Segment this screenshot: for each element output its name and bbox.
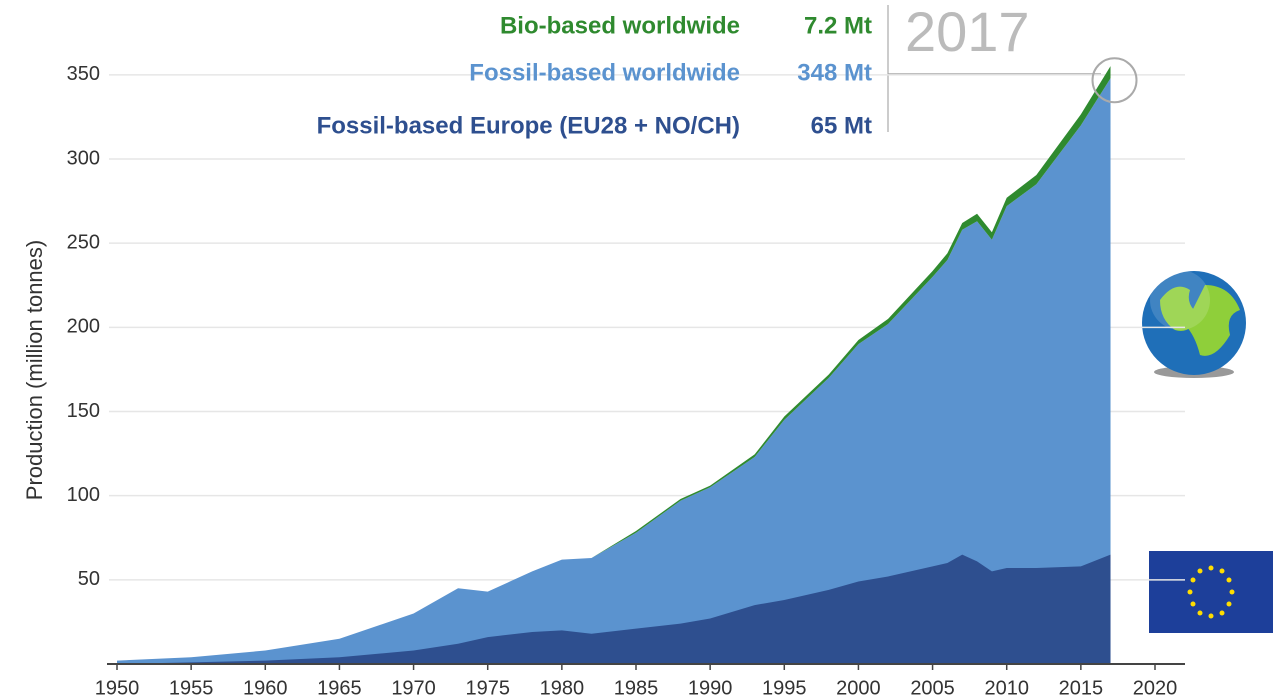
x-tick-label: 2000: [836, 677, 881, 699]
x-tick-label: 2015: [1059, 677, 1104, 699]
y-tick-label: 150: [67, 400, 100, 422]
x-tick-label: 1960: [243, 677, 288, 699]
legend-label: Fossil-based worldwide: [469, 59, 740, 86]
x-tick-label: 1965: [317, 677, 362, 699]
x-tick-label: 1975: [465, 677, 510, 699]
x-tick-label: 1995: [762, 677, 807, 699]
y-tick-label: 300: [67, 147, 100, 169]
legend-value: 7.2 Mt: [804, 12, 872, 39]
y-tick-label: 100: [67, 484, 100, 506]
y-tick-label: 250: [67, 231, 100, 253]
eu-flag-icon: [1148, 550, 1274, 634]
globe-icon: [1142, 270, 1246, 378]
y-tick-label: 200: [67, 316, 100, 338]
y-axis-label: Production (million tonnes): [22, 240, 47, 500]
x-tick-label: 1980: [540, 677, 585, 699]
x-tick-label: 2010: [984, 677, 1029, 699]
x-tick-label: 1950: [95, 677, 140, 699]
x-tick-label: 1955: [169, 677, 214, 699]
legend-value: 348 Mt: [797, 59, 872, 86]
legend-value: 65 Mt: [811, 112, 872, 139]
y-tick-label: 350: [67, 63, 100, 85]
y-tick-label: 50: [78, 568, 100, 590]
legend-label: Fossil-based Europe (EU28 + NO/CH): [317, 112, 740, 139]
x-tick-label: 1970: [391, 677, 436, 699]
annotation-circle: [1093, 58, 1137, 102]
legend-label: Bio-based worldwide: [500, 12, 740, 39]
x-tick-label: 1990: [688, 677, 733, 699]
x-tick-label: 1985: [614, 677, 659, 699]
annotation: 2017: [905, 0, 1030, 63]
chart: Production (million tonnes) 2017 50 100 15…: [0, 0, 1281, 700]
x-tick-label: 2005: [910, 677, 955, 699]
x-tick-label: 2020: [1133, 677, 1178, 699]
